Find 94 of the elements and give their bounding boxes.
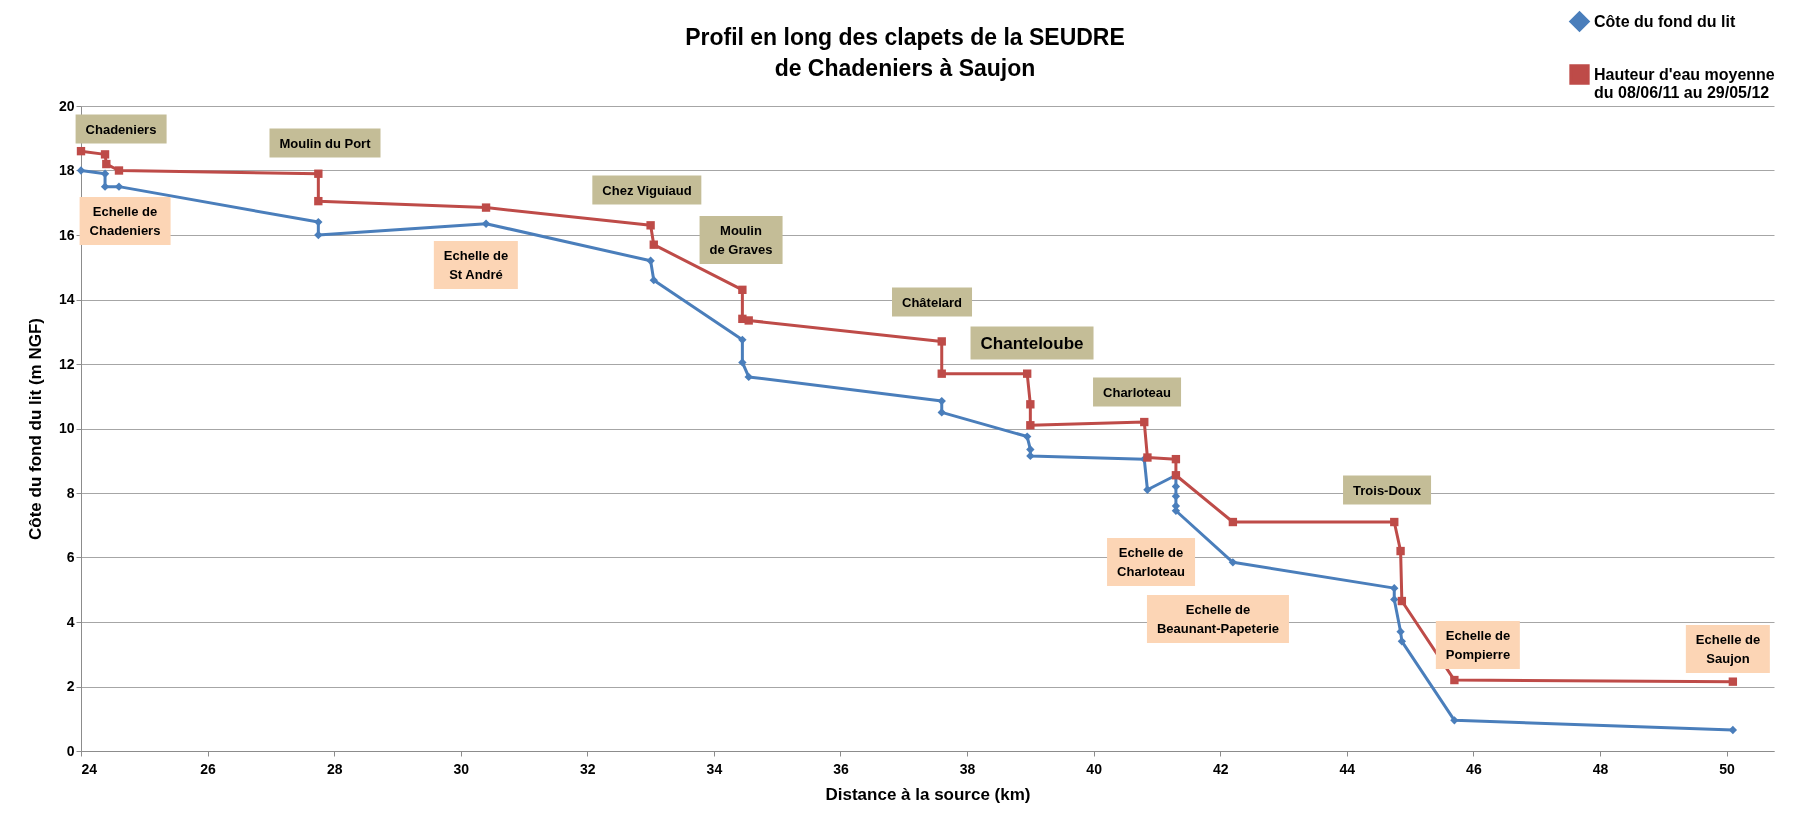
point xyxy=(1143,485,1152,494)
point xyxy=(1026,421,1035,430)
point xyxy=(1026,400,1035,409)
legend-label: Côte du fond du lit xyxy=(1594,12,1736,30)
x-tick-label: 38 xyxy=(959,760,976,777)
x-tick-label: 28 xyxy=(326,760,343,777)
y-tick-label: 10 xyxy=(58,420,75,436)
y-tick-label: 6 xyxy=(66,549,75,565)
point xyxy=(1228,517,1238,527)
chart-title: Profil en long des clapets de la SEUDRE de Chadeniers à Saujon xyxy=(684,23,1126,83)
annotation: Chadeniers xyxy=(85,120,157,139)
x-tick-label: 32 xyxy=(580,760,596,777)
point xyxy=(1450,675,1459,685)
y-tick-label: 0 xyxy=(66,742,75,759)
point xyxy=(744,372,753,382)
y-tick-label: 4 xyxy=(66,613,75,630)
point xyxy=(114,182,124,191)
y-tick-label: 12 xyxy=(58,355,75,372)
point xyxy=(738,358,747,367)
point xyxy=(1390,595,1399,604)
annotation: Echelle de Chadeniers xyxy=(89,203,161,240)
point xyxy=(937,337,946,346)
point xyxy=(1728,677,1738,686)
point xyxy=(937,396,946,406)
point xyxy=(314,169,323,178)
point xyxy=(1728,725,1738,735)
annotation: Chanteloube xyxy=(980,333,1084,353)
x-tick-label: 34 xyxy=(706,760,723,777)
point xyxy=(481,203,491,212)
point xyxy=(937,408,946,417)
point xyxy=(1023,432,1032,441)
y-tick-label: 20 xyxy=(58,97,75,114)
annotation: Echelle de Saujon xyxy=(1695,631,1761,668)
point xyxy=(744,316,753,325)
x-tick-label: 26 xyxy=(200,760,217,777)
annotation: Moulin du Port xyxy=(279,134,371,153)
x-tick-label: 36 xyxy=(833,760,849,777)
x-tick-label: 30 xyxy=(453,760,470,777)
annotation: Chez Viguiaud xyxy=(602,181,692,200)
y-tick-label: 8 xyxy=(66,484,75,501)
annotation: Echelle de Pompierre xyxy=(1445,627,1511,664)
x-tick-label: 50 xyxy=(1719,760,1736,777)
legend-label: Hauteur d'eau moyenne du 08/06/11 au 29/05/12 xyxy=(1594,65,1775,101)
point xyxy=(646,221,655,230)
point xyxy=(1397,596,1407,606)
point xyxy=(314,217,323,227)
point xyxy=(1397,637,1407,646)
point xyxy=(649,275,658,285)
annotation: Trois-Doux xyxy=(1353,481,1421,500)
point xyxy=(1390,517,1399,527)
annotation: Echelle de St André xyxy=(443,247,509,284)
point xyxy=(1140,417,1149,427)
point xyxy=(1390,583,1399,593)
point xyxy=(1396,546,1405,556)
point xyxy=(1171,492,1181,501)
point xyxy=(314,196,323,206)
y-tick-label: 2 xyxy=(66,678,75,694)
x-tick-label: 40 xyxy=(1086,760,1103,777)
point xyxy=(100,150,110,159)
point xyxy=(646,256,655,265)
annotation: Châtelard xyxy=(902,293,962,312)
point xyxy=(1023,369,1032,378)
point xyxy=(76,166,86,175)
point xyxy=(314,230,323,240)
point xyxy=(481,219,491,228)
point xyxy=(76,146,86,156)
annotation: Moulin de Graves xyxy=(709,222,773,259)
point xyxy=(1450,716,1459,725)
point xyxy=(1171,454,1181,464)
point xyxy=(100,169,110,178)
point xyxy=(1396,627,1405,636)
annotation: Echelle de Beaunant-Papeterie xyxy=(1156,601,1280,638)
annotation: Echelle de Charloteau xyxy=(1117,544,1185,581)
y-axis-title: Côte du fond du lit (m NGF) xyxy=(25,318,45,540)
point xyxy=(1026,445,1035,454)
point xyxy=(1228,558,1238,567)
x-axis-title: Distance à la source (km) xyxy=(825,784,1031,804)
point xyxy=(102,159,111,169)
point xyxy=(738,335,747,344)
point xyxy=(738,285,747,295)
x-tick-label: 46 xyxy=(1466,760,1482,777)
x-tick-label: 44 xyxy=(1339,760,1356,777)
x-tick-label: 24 xyxy=(81,760,98,777)
x-tick-label: 42 xyxy=(1212,760,1229,777)
point xyxy=(937,369,946,378)
y-tick-label: 14 xyxy=(58,291,75,307)
point xyxy=(114,166,124,175)
y-tick-label: 18 xyxy=(58,162,75,178)
x-tick-label: 48 xyxy=(1592,760,1609,777)
point xyxy=(1171,482,1181,491)
annotation: Charloteau xyxy=(1103,383,1171,402)
y-tick-label: 16 xyxy=(58,226,75,243)
point xyxy=(100,182,110,191)
point xyxy=(649,240,658,249)
